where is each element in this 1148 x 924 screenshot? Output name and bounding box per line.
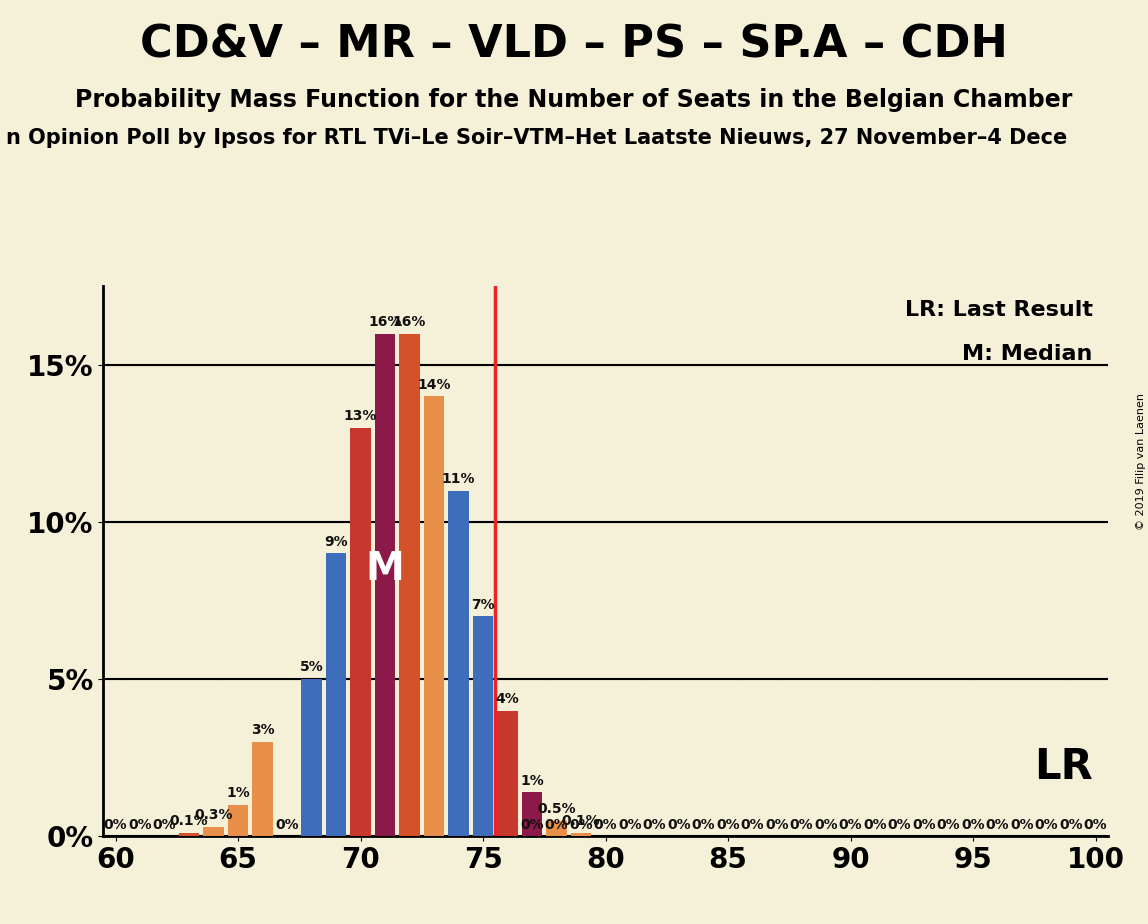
Text: LR: Last Result: LR: Last Result <box>905 300 1093 321</box>
Text: 0.5%: 0.5% <box>537 802 576 816</box>
Bar <box>301 679 321 836</box>
Bar <box>203 827 224 836</box>
Text: 11%: 11% <box>442 472 475 486</box>
Bar <box>546 821 567 836</box>
Text: 0%: 0% <box>839 818 862 832</box>
Text: 0%: 0% <box>569 818 592 832</box>
Text: 7%: 7% <box>472 598 495 612</box>
Text: 0%: 0% <box>692 818 715 832</box>
Text: LR: LR <box>1034 747 1093 788</box>
Text: 0%: 0% <box>986 818 1009 832</box>
Text: 0%: 0% <box>887 818 912 832</box>
Text: 0%: 0% <box>643 818 666 832</box>
Text: 4%: 4% <box>496 692 519 706</box>
Text: 16%: 16% <box>393 315 426 329</box>
Text: © 2019 Filip van Laenen: © 2019 Filip van Laenen <box>1135 394 1146 530</box>
Text: 0%: 0% <box>667 818 691 832</box>
Text: 0%: 0% <box>619 818 642 832</box>
Text: 0%: 0% <box>103 818 127 832</box>
Text: 0%: 0% <box>790 818 814 832</box>
Text: 0.3%: 0.3% <box>194 808 233 822</box>
Text: 9%: 9% <box>324 535 348 549</box>
Text: 13%: 13% <box>344 409 378 423</box>
Bar <box>179 833 200 836</box>
Text: Probability Mass Function for the Number of Seats in the Belgian Chamber: Probability Mass Function for the Number… <box>76 88 1072 112</box>
Text: 3%: 3% <box>250 723 274 737</box>
Text: 0%: 0% <box>814 818 838 832</box>
Text: CD&V – MR – VLD – PS – SP.A – CDH: CD&V – MR – VLD – PS – SP.A – CDH <box>140 23 1008 67</box>
Text: 16%: 16% <box>369 315 402 329</box>
Bar <box>374 334 395 836</box>
Text: 0%: 0% <box>129 818 152 832</box>
Text: 0%: 0% <box>276 818 298 832</box>
Text: M: Median: M: Median <box>962 344 1093 364</box>
Bar <box>448 491 470 836</box>
Bar <box>473 616 494 836</box>
Bar <box>424 396 444 836</box>
Text: 0%: 0% <box>937 818 961 832</box>
Text: 0%: 0% <box>863 818 887 832</box>
Text: 0%: 0% <box>1084 818 1108 832</box>
Text: 0%: 0% <box>740 818 765 832</box>
Text: 0%: 0% <box>1034 818 1058 832</box>
Text: 0%: 0% <box>766 818 789 832</box>
Text: 0%: 0% <box>716 818 739 832</box>
Bar <box>227 805 248 836</box>
Text: 0%: 0% <box>1060 818 1083 832</box>
Text: 1%: 1% <box>226 786 250 800</box>
Bar <box>521 792 543 836</box>
Bar <box>253 742 273 836</box>
Bar <box>571 833 591 836</box>
Text: 0%: 0% <box>961 818 985 832</box>
Text: 0%: 0% <box>1010 818 1034 832</box>
Text: 0%: 0% <box>594 818 618 832</box>
Text: n Opinion Poll by Ipsos for RTL TVi–Le Soir–VTM–Het Laatste Nieuws, 27 November–: n Opinion Poll by Ipsos for RTL TVi–Le S… <box>6 128 1066 148</box>
Bar <box>326 553 347 836</box>
Text: 0%: 0% <box>520 818 544 832</box>
Text: M: M <box>366 550 404 589</box>
Text: 1%: 1% <box>520 773 544 787</box>
Text: 0.1%: 0.1% <box>170 814 209 828</box>
Text: 5%: 5% <box>300 661 324 675</box>
Text: 0%: 0% <box>153 818 177 832</box>
Bar <box>497 711 518 836</box>
Text: 0%: 0% <box>913 818 936 832</box>
Bar <box>350 428 371 836</box>
Text: 0.1%: 0.1% <box>561 814 600 828</box>
Bar <box>400 334 420 836</box>
Text: 0%: 0% <box>545 818 568 832</box>
Text: 14%: 14% <box>418 378 451 392</box>
